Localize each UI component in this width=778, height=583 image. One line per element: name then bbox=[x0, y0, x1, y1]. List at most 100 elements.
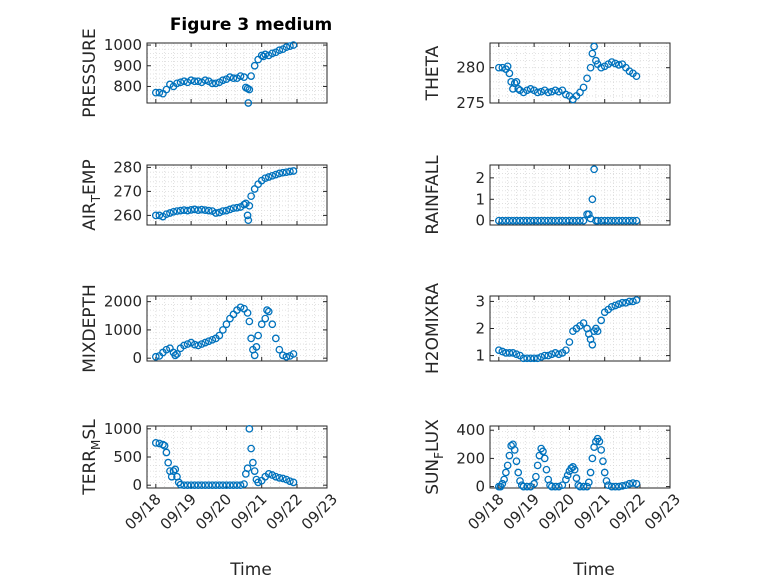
data-point bbox=[171, 465, 180, 474]
data-point bbox=[514, 468, 523, 477]
data-point bbox=[208, 481, 217, 490]
y-tick-label: 1000 bbox=[104, 420, 142, 438]
data-point bbox=[558, 216, 567, 225]
data-point bbox=[576, 482, 584, 491]
data-point bbox=[505, 349, 514, 357]
data-point bbox=[190, 77, 199, 86]
data-point bbox=[286, 42, 294, 50]
data-point bbox=[286, 167, 294, 176]
data-point bbox=[240, 200, 248, 209]
data-point bbox=[180, 77, 188, 86]
y-axis-label: PRESSURE bbox=[80, 28, 100, 117]
data-point bbox=[584, 210, 593, 219]
data-point bbox=[533, 354, 542, 363]
data-point bbox=[173, 350, 181, 358]
y-tick-label: 0 bbox=[475, 212, 485, 230]
grid bbox=[147, 165, 327, 225]
data-point bbox=[498, 216, 507, 225]
data-point bbox=[279, 168, 287, 177]
data-point bbox=[162, 345, 171, 354]
data-point bbox=[611, 301, 620, 310]
data-point bbox=[183, 206, 192, 215]
subplot-3: 260 270 280 AIRTEMP bbox=[80, 158, 328, 231]
data-point bbox=[597, 446, 606, 454]
data-point bbox=[190, 205, 199, 214]
data-point bbox=[190, 340, 199, 349]
data-point bbox=[574, 481, 583, 490]
data-point bbox=[243, 309, 252, 317]
data-point bbox=[268, 49, 277, 58]
data-point bbox=[211, 79, 220, 88]
data-point bbox=[498, 63, 507, 72]
data-point bbox=[247, 192, 255, 201]
data-point bbox=[523, 216, 531, 225]
data-point bbox=[537, 216, 546, 225]
data-point bbox=[533, 88, 542, 97]
data-point bbox=[498, 347, 507, 356]
data-point bbox=[544, 351, 553, 360]
data-point bbox=[229, 310, 238, 319]
series-markers bbox=[494, 42, 641, 104]
data-point bbox=[629, 216, 637, 225]
series-markers bbox=[151, 167, 298, 225]
data-point bbox=[542, 465, 551, 474]
y-axis-label: MIXDEPTH bbox=[80, 284, 100, 373]
data-point bbox=[618, 216, 627, 225]
data-point bbox=[547, 482, 556, 491]
data-point bbox=[590, 42, 598, 51]
x-tick-label: 09/21 bbox=[570, 490, 613, 533]
data-point bbox=[512, 77, 521, 86]
data-point bbox=[611, 482, 620, 491]
axes-box bbox=[489, 42, 671, 104]
data-point bbox=[505, 451, 514, 460]
data-point bbox=[197, 205, 206, 214]
data-point bbox=[572, 216, 581, 225]
data-point bbox=[519, 354, 528, 363]
data-point bbox=[547, 350, 556, 359]
data-point bbox=[226, 314, 234, 323]
data-point bbox=[243, 464, 252, 473]
data-point bbox=[173, 207, 181, 215]
data-point bbox=[607, 216, 616, 225]
data-point bbox=[544, 216, 553, 225]
data-point bbox=[600, 216, 609, 225]
data-point bbox=[208, 335, 217, 344]
data-point bbox=[584, 478, 593, 487]
data-point bbox=[567, 464, 576, 473]
data-point bbox=[554, 350, 563, 359]
data-point bbox=[279, 474, 287, 483]
data-point bbox=[271, 170, 280, 179]
data-point bbox=[614, 482, 623, 491]
data-point bbox=[570, 465, 579, 474]
data-point bbox=[240, 480, 248, 488]
data-point bbox=[530, 216, 538, 225]
data-point bbox=[250, 351, 259, 360]
data-point bbox=[247, 72, 255, 80]
data-point bbox=[282, 43, 291, 51]
x-tick-label: 09/22 bbox=[606, 490, 649, 533]
data-point bbox=[519, 216, 528, 225]
data-point bbox=[595, 437, 604, 446]
data-point bbox=[279, 351, 287, 360]
data-point bbox=[554, 482, 563, 491]
data-point bbox=[222, 206, 231, 215]
series-markers bbox=[151, 303, 298, 361]
data-point bbox=[533, 461, 542, 470]
data-point bbox=[632, 72, 641, 81]
data-point bbox=[194, 341, 203, 350]
x-tick-label: 09/19 bbox=[500, 490, 543, 533]
data-point bbox=[289, 41, 298, 49]
data-point bbox=[632, 216, 641, 225]
data-point bbox=[282, 168, 291, 177]
data-point bbox=[204, 206, 213, 215]
data-point bbox=[512, 216, 521, 225]
subplot-2: 275 280 THETA bbox=[423, 42, 671, 112]
data-point bbox=[151, 88, 160, 97]
data-point bbox=[517, 481, 526, 490]
data-point bbox=[586, 63, 595, 72]
data-point bbox=[201, 76, 210, 85]
y-tick-label: 500 bbox=[113, 448, 142, 466]
